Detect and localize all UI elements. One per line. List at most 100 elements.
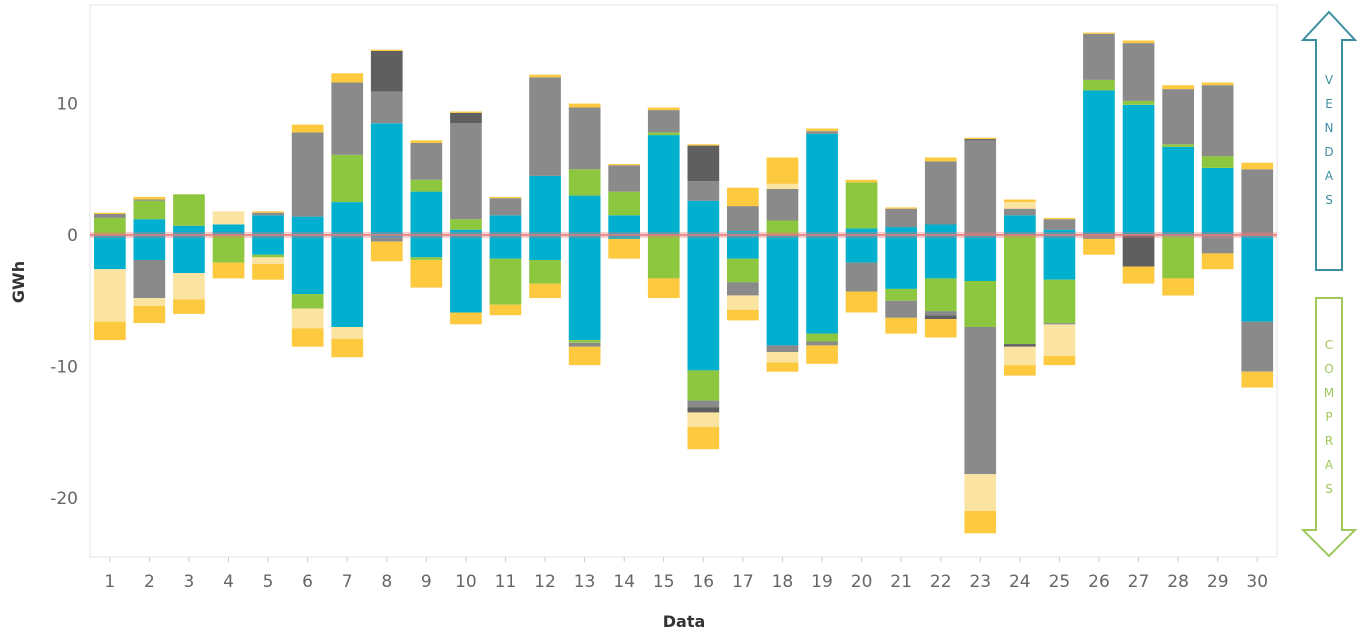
bar-segment-lightyellow-negative-day-2 — [133, 298, 166, 306]
bar-segment-yellow-negative-day-11 — [489, 304, 522, 316]
bar-segment-yellow-negative-day-23 — [964, 511, 997, 534]
bar-segment-darkgray-positive-day-23 — [964, 139, 997, 141]
x-axis-title: Data — [663, 612, 706, 631]
bar-segment-blue-positive-day-8 — [370, 123, 403, 235]
bar-segment-blue-positive-day-9 — [410, 191, 443, 235]
bar-segment-gray-positive-day-13 — [568, 107, 601, 170]
bar-segment-yellow-positive-day-30 — [1241, 162, 1274, 170]
bar-segment-blue-positive-day-24 — [1004, 215, 1036, 235]
bar-segment-green-positive-day-29 — [1201, 156, 1234, 168]
bar-segment-yellow-positive-day-22 — [924, 157, 957, 162]
bar-segment-gray-negative-day-29 — [1201, 235, 1234, 254]
bar-segment-gray-negative-day-23 — [964, 327, 997, 475]
bar-segment-blue-negative-day-16 — [687, 235, 720, 371]
bar-segment-yellow-positive-day-28 — [1162, 85, 1194, 90]
bar-segment-lightyellow-negative-day-5 — [252, 257, 284, 264]
x-tick-label: 16 — [692, 572, 714, 592]
bar-segment-yellow-positive-day-24 — [1004, 199, 1036, 203]
bar-segment-gray-positive-day-19 — [806, 131, 838, 134]
x-tick-label: 20 — [851, 572, 873, 592]
bar-segment-green-negative-day-17 — [727, 258, 759, 283]
bar-segment-blue-negative-day-5 — [252, 235, 284, 255]
bar-segment-lightyellow-negative-day-1 — [94, 269, 126, 322]
y-axis-ticks: 10 0 -10 -20 — [50, 95, 78, 509]
bar-segment-green-positive-day-7 — [331, 154, 364, 203]
bar-segment-yellow-positive-day-7 — [331, 73, 364, 83]
bar-segment-yellow-positive-day-6 — [291, 124, 324, 133]
bar-segment-blue-positive-day-20 — [845, 228, 878, 235]
bar-segment-green-negative-day-13 — [568, 340, 601, 343]
bar-segment-green-positive-day-9 — [410, 179, 443, 192]
x-tick-label: 1 — [104, 572, 115, 592]
zero-reference-line — [90, 232, 1277, 238]
bar-segment-green-negative-day-22 — [924, 278, 957, 312]
bar-segment-blue-positive-day-21 — [885, 227, 917, 235]
x-tick-label: 4 — [223, 572, 234, 592]
bar-segment-gray-negative-day-8 — [370, 237, 403, 242]
bar-segment-gray-positive-day-25 — [1043, 219, 1076, 230]
compras-arrow-letter: P — [1325, 410, 1332, 424]
bar-segment-gray-positive-day-17 — [727, 206, 759, 232]
bar-segment-blue-negative-day-9 — [410, 235, 443, 258]
bar-segment-lightyellow-negative-day-16 — [687, 412, 720, 427]
bar-segment-gray-negative-day-21 — [885, 300, 917, 318]
bar-segment-blue-positive-day-7 — [331, 202, 364, 235]
bar-segment-darkgray-positive-day-10 — [450, 112, 482, 124]
bar-segment-yellow-positive-day-5 — [252, 211, 284, 213]
bar-segment-green-positive-day-26 — [1083, 79, 1115, 91]
bar-segment-blue-positive-day-17 — [727, 231, 759, 235]
bar-segment-yellow-positive-day-16 — [687, 144, 720, 146]
bar-segment-gray-negative-day-25 — [1043, 323, 1076, 325]
compras-arrow-letter: S — [1325, 482, 1333, 496]
bar-segment-gray-positive-day-1 — [94, 214, 126, 218]
vendas-arrow-letter: D — [1324, 145, 1333, 159]
bar-segment-blue-positive-day-16 — [687, 200, 720, 235]
bar-segment-yellow-positive-day-13 — [568, 103, 601, 108]
bar-segment-blue-positive-day-4 — [212, 224, 245, 235]
bar-segment-gray-positive-day-21 — [885, 208, 917, 228]
bar-segment-blue-negative-day-2 — [133, 235, 166, 260]
bar-segment-yellow-positive-day-18 — [766, 157, 799, 184]
x-tick-label: 6 — [302, 572, 313, 592]
bar-segment-gray-negative-day-19 — [806, 341, 838, 346]
bar-segment-green-positive-day-14 — [608, 191, 640, 216]
bar-segment-gray-negative-day-13 — [568, 342, 601, 347]
bar-segment-blue-negative-day-19 — [806, 235, 838, 334]
bar-segment-blue-negative-day-23 — [964, 235, 997, 281]
x-tick-label: 8 — [381, 572, 392, 592]
bar-segment-yellow-negative-day-6 — [291, 328, 324, 347]
bar-segment-blue-positive-day-13 — [568, 195, 601, 235]
bar-segment-yellow-positive-day-17 — [727, 187, 759, 207]
bar-segment-blue-negative-day-30 — [1241, 235, 1274, 322]
bar-segment-green-positive-day-3 — [173, 194, 205, 226]
bar-segment-blue-negative-day-12 — [529, 235, 561, 260]
compras-arrow-letter: R — [1325, 434, 1333, 448]
bar-segment-lightyellow-positive-day-24 — [1004, 202, 1036, 209]
bar-segment-gray-positive-day-30 — [1241, 169, 1274, 235]
bar-segment-yellow-negative-day-1 — [94, 321, 126, 341]
vendas-arrow-letter: E — [1325, 97, 1333, 111]
vendas-arrow-letter: V — [1325, 73, 1334, 87]
bar-segment-blue-negative-day-3 — [173, 235, 205, 274]
bar-segment-gray-positive-day-24 — [1004, 208, 1036, 216]
bar-segment-yellow-negative-day-13 — [568, 346, 601, 366]
bar-segment-green-positive-day-1 — [94, 217, 126, 235]
bar-segment-yellow-negative-day-4 — [212, 262, 245, 279]
bar-segment-blue-negative-day-14 — [608, 235, 640, 239]
bar-segment-gray-positive-day-29 — [1201, 85, 1234, 157]
compras-arrow-letter: C — [1325, 338, 1333, 352]
bar-segment-blue-negative-day-17 — [727, 235, 759, 259]
x-tick-label: 27 — [1128, 572, 1150, 592]
bar-segment-blue-negative-day-22 — [924, 235, 957, 279]
bar-segment-darkgray-positive-day-8 — [370, 51, 403, 92]
bar-segment-green-negative-day-9 — [410, 257, 443, 260]
x-tick-label: 5 — [263, 572, 274, 592]
bar-segment-gray-positive-day-27 — [1122, 43, 1155, 101]
bar-segment-yellow-positive-day-21 — [885, 207, 917, 209]
vendas-arrow-letter: S — [1325, 193, 1333, 207]
bar-segment-blue-positive-day-22 — [924, 224, 957, 235]
bar-segment-gray-negative-day-20 — [845, 262, 878, 292]
x-tick-label: 21 — [890, 572, 912, 592]
bar-segment-yellow-positive-day-15 — [647, 107, 680, 111]
bar-segment-yellow-negative-day-21 — [885, 317, 917, 334]
